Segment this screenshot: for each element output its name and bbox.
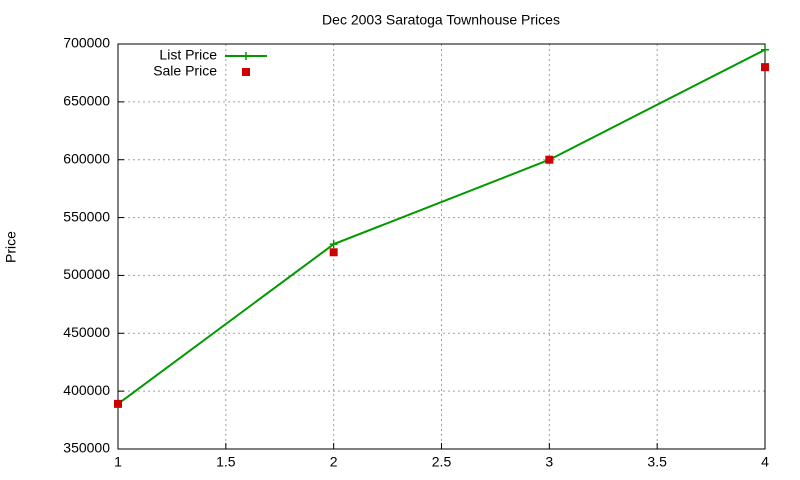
x-tick-label: 4 [761, 454, 769, 470]
legend-marker [242, 52, 250, 60]
y-tick-label: 650000 [63, 93, 110, 109]
data-point [329, 240, 338, 249]
y-tick-label: 700000 [63, 35, 110, 51]
legend-label: Sale Price [153, 63, 217, 79]
y-axis-label: Price [3, 231, 19, 263]
y-tick-label: 400000 [63, 382, 110, 398]
x-tick-label: 2 [330, 454, 338, 470]
x-tick-label: 3 [545, 454, 553, 470]
x-tick-label: 1 [114, 454, 122, 470]
data-point [329, 248, 338, 257]
y-tick-label: 550000 [63, 208, 110, 224]
x-tick-label: 1.5 [216, 454, 236, 470]
data-point [114, 399, 122, 408]
y-tick-label: 600000 [63, 150, 110, 166]
legend-marker [242, 68, 250, 76]
y-tick-label: 350000 [63, 440, 110, 456]
y-tick-label: 500000 [63, 266, 110, 282]
x-tick-label: 2.5 [432, 454, 452, 470]
legend-label: List Price [159, 47, 217, 63]
x-tick-label: 3.5 [647, 454, 667, 470]
plot-frame [117, 43, 766, 450]
data-point [545, 155, 554, 164]
data-point [761, 45, 769, 54]
data-point [761, 63, 769, 72]
series-line [117, 48, 766, 405]
y-tick-label: 450000 [63, 324, 110, 340]
chart-title: Dec 2003 Saratoga Townhouse Prices [322, 12, 560, 28]
